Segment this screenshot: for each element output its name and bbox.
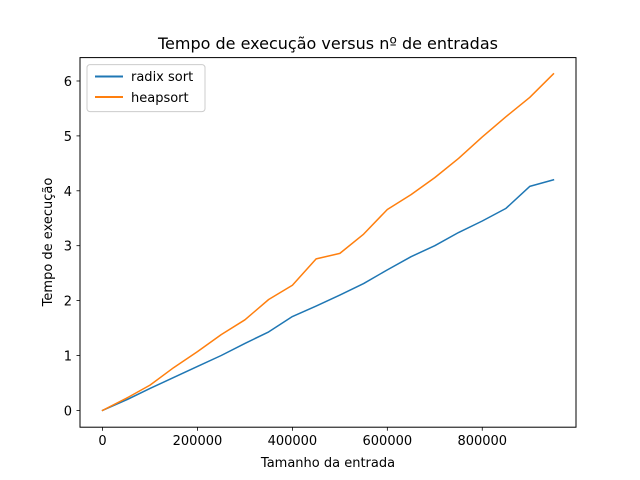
y-tick-label: 6	[64, 75, 72, 90]
x-tick-label: 0	[98, 434, 106, 449]
legend-label-heapsort: heapsort	[131, 91, 189, 106]
x-axis-label: Tamanho da entrada	[260, 456, 395, 471]
x-tick-label: 400000	[268, 434, 318, 449]
x-tick-label: 800000	[457, 434, 507, 449]
y-tick-label: 5	[64, 130, 72, 145]
y-tick-label: 3	[64, 240, 72, 255]
x-tick-label: 200000	[173, 434, 223, 449]
y-tick-label: 2	[64, 295, 72, 310]
y-tick-label: 1	[64, 349, 72, 364]
chart-title: Tempo de execução versus nº de entradas	[157, 34, 498, 53]
legend-label-radix-sort: radix sort	[131, 70, 193, 85]
y-tick-label: 4	[64, 185, 72, 200]
legend: radix sort heapsort	[86, 64, 206, 113]
y-axis-label: Tempo de execução	[41, 178, 56, 308]
x-tick-label: 600000	[363, 434, 413, 449]
y-tick-label: 0	[64, 404, 72, 419]
plot-frame	[79, 57, 577, 428]
series-line-heapsort	[101, 72, 555, 412]
plot-area	[101, 72, 555, 412]
x-axis: 0 200000 400000 600000 800000	[98, 427, 507, 449]
y-axis: 0 1 2 3 4 5 6	[64, 75, 80, 419]
series-line-radix-sort	[101, 178, 555, 412]
